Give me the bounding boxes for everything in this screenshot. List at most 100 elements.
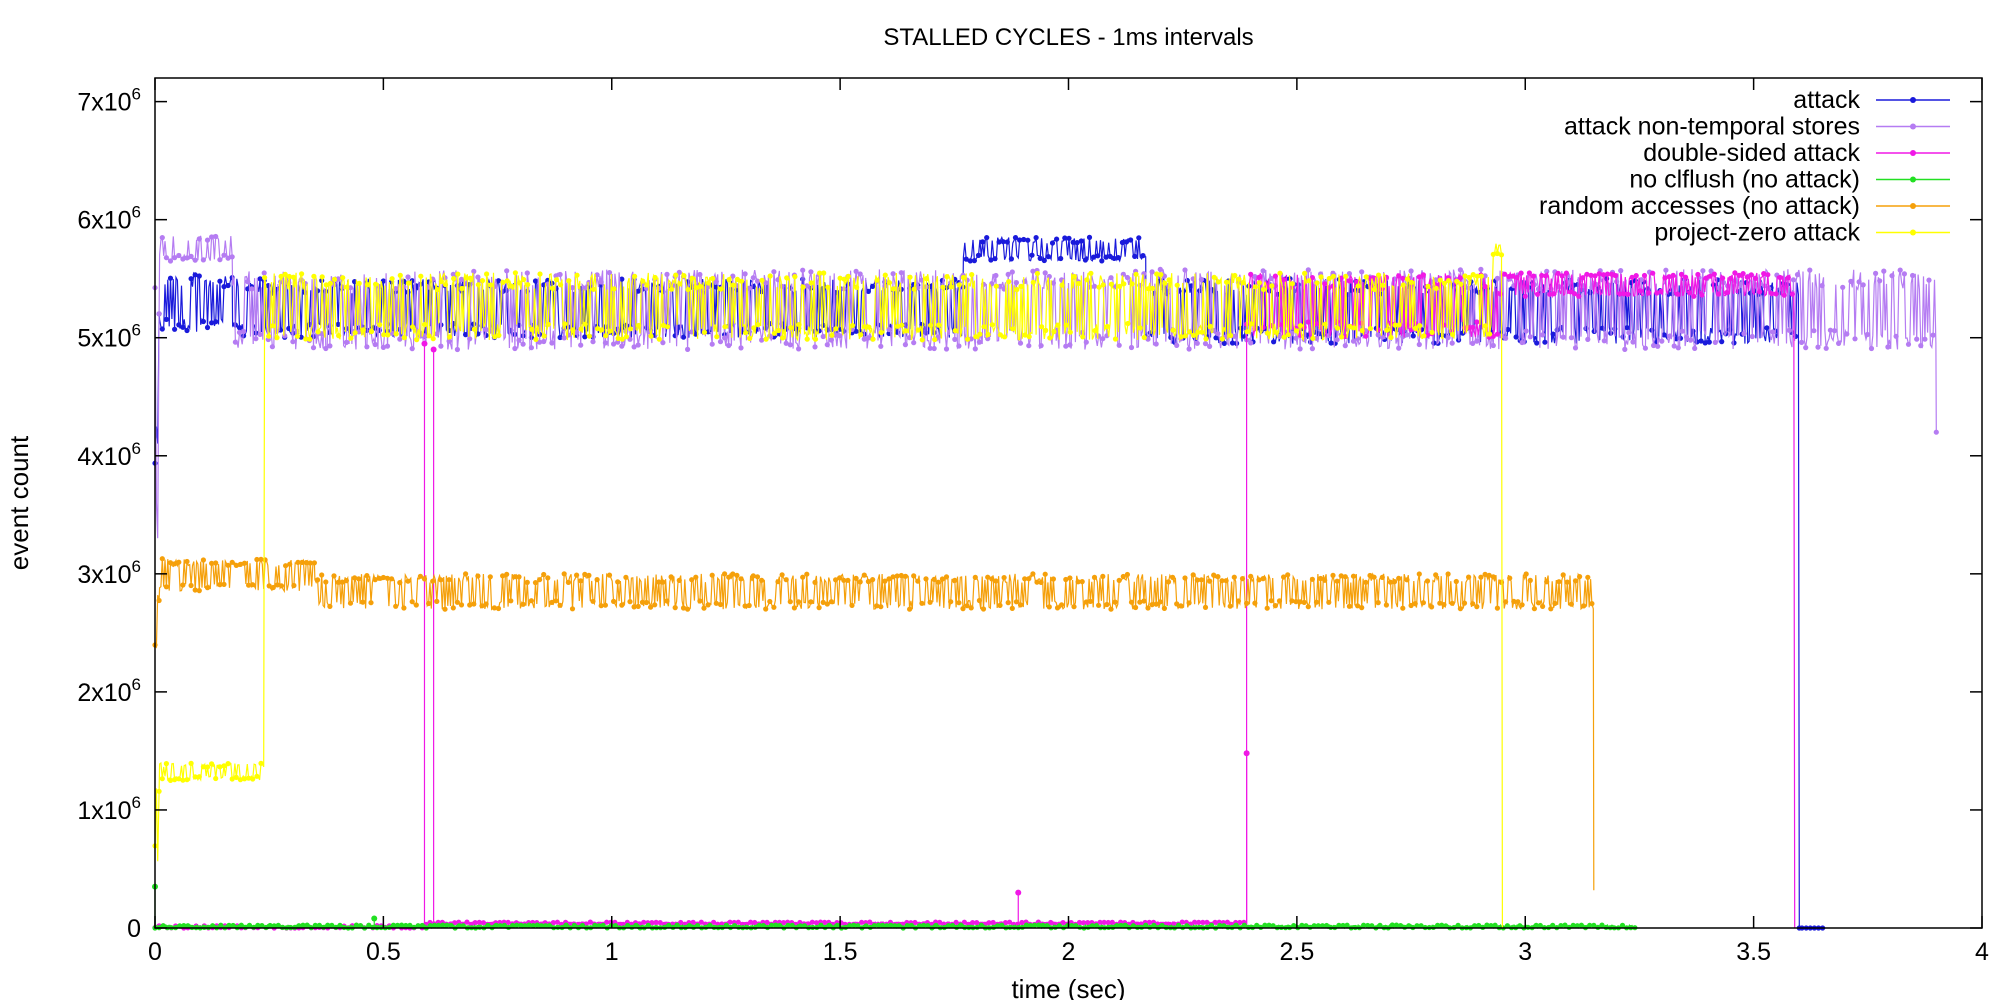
data-point [635, 288, 641, 294]
data-point [1124, 571, 1130, 578]
data-point [1026, 343, 1032, 349]
data-point [1186, 329, 1193, 335]
data-point [1116, 577, 1122, 584]
data-point [167, 275, 174, 281]
data-point [894, 573, 900, 579]
data-point [1026, 334, 1032, 340]
data-point [508, 283, 514, 289]
data-point [898, 270, 904, 276]
data-point [759, 337, 765, 343]
data-point [232, 339, 238, 345]
x-tick-label: 3 [1518, 938, 1532, 966]
data-point [788, 325, 794, 331]
data-point [553, 277, 560, 283]
data-point [455, 271, 461, 277]
data-point [1543, 273, 1549, 279]
data-point [1416, 571, 1422, 577]
data-point [996, 239, 1002, 245]
data-point [1248, 321, 1254, 327]
data-point [709, 572, 715, 578]
data-point [1359, 269, 1365, 275]
data-point [1383, 602, 1389, 608]
data-point [1443, 923, 1449, 929]
data-point [1256, 274, 1262, 280]
data-point [516, 280, 523, 286]
data-point [1071, 273, 1077, 280]
data-point [475, 282, 481, 288]
data-point [750, 275, 756, 281]
data-point [633, 922, 639, 929]
data-point [1695, 271, 1701, 278]
data-point [911, 286, 917, 292]
data-point [875, 922, 882, 928]
data-point [310, 345, 317, 351]
data-point [1129, 281, 1135, 287]
data-point [1856, 279, 1862, 285]
data-point [673, 272, 679, 278]
data-point [1376, 272, 1382, 278]
data-point [521, 276, 527, 283]
data-point [1482, 283, 1488, 290]
data-point [599, 327, 605, 333]
data-point [1194, 340, 1200, 346]
data-point [557, 334, 563, 341]
data-point [769, 922, 775, 928]
data-point [878, 604, 884, 610]
data-point [1075, 280, 1082, 287]
data-point [1277, 270, 1283, 276]
data-point [997, 602, 1003, 609]
data-point [319, 572, 325, 578]
data-point [221, 581, 227, 588]
data-point [923, 576, 929, 582]
data-point [188, 253, 194, 259]
data-point [1533, 922, 1539, 929]
data-point [1466, 274, 1472, 281]
data-point [993, 578, 999, 584]
data-point [1542, 339, 1548, 345]
data-point [436, 922, 442, 928]
data-point [923, 276, 930, 282]
data-point [780, 335, 786, 341]
data-point [188, 760, 194, 767]
data-point [200, 257, 206, 263]
data-point [1256, 577, 1262, 583]
legend-swatch-point [1910, 203, 1916, 209]
data-point [299, 271, 305, 277]
data-point [833, 577, 839, 583]
data-point [335, 321, 341, 327]
data-point [1910, 272, 1916, 279]
data-point [1589, 601, 1595, 607]
data-point [525, 282, 531, 288]
data-point [1550, 922, 1556, 928]
data-point [1311, 923, 1317, 929]
data-point [1235, 598, 1241, 604]
data-point [520, 601, 526, 607]
data-point [352, 330, 358, 336]
data-point [238, 922, 244, 928]
data-point [1544, 579, 1550, 585]
data-point [463, 275, 469, 281]
data-point [1379, 334, 1385, 340]
data-point [1149, 269, 1155, 275]
data-point [1470, 601, 1476, 607]
data-point [1893, 333, 1899, 339]
data-point [1191, 332, 1197, 338]
data-point [1159, 922, 1165, 929]
data-point [520, 341, 526, 347]
data-point [862, 324, 868, 330]
data-point [1752, 275, 1759, 281]
data-point [364, 282, 370, 288]
data-point [259, 923, 265, 929]
data-point [1103, 254, 1109, 260]
data-point [394, 922, 401, 929]
data-point [1207, 343, 1213, 349]
data-point [192, 272, 198, 278]
data-point [1285, 332, 1291, 338]
data-point [524, 579, 530, 586]
data-point [295, 559, 301, 566]
data-point [582, 285, 588, 291]
data-point [1207, 578, 1213, 584]
data-point [1441, 602, 1447, 608]
data-point [1301, 599, 1307, 606]
data-point [796, 346, 802, 352]
